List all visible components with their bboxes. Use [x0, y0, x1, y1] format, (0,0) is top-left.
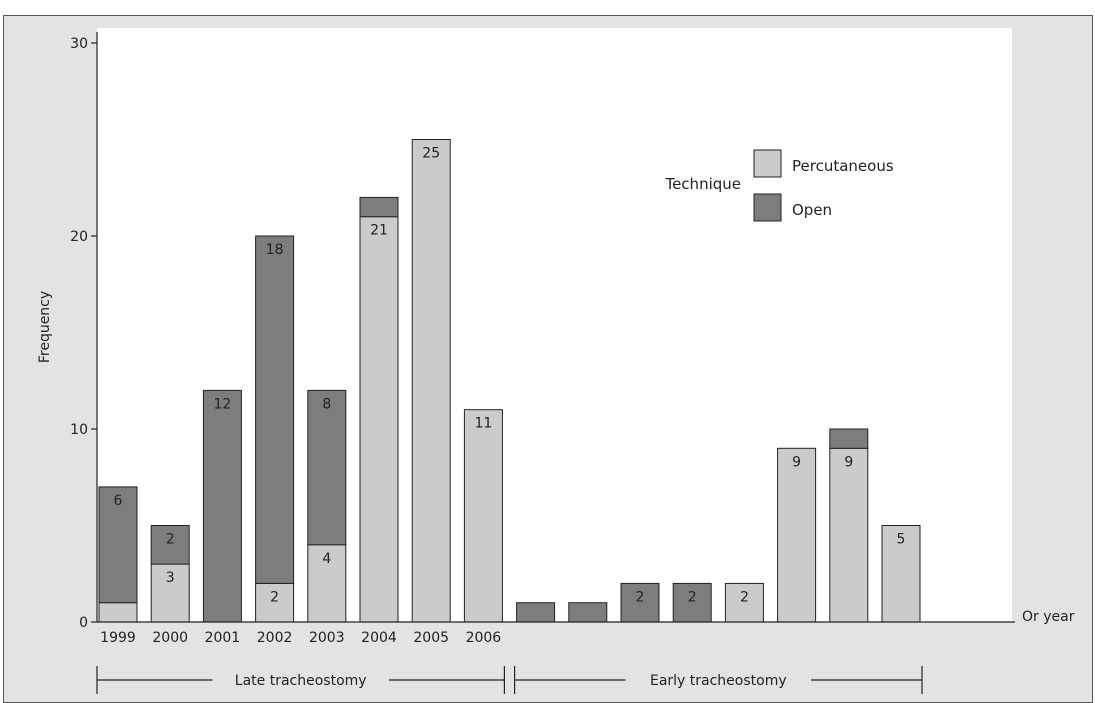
bar-open-9: [568, 602, 608, 623]
legend-swatch-open: [753, 193, 782, 222]
bar-open-5: [359, 196, 399, 218]
bar-label-percutaneous-15: 5: [897, 532, 906, 548]
bar-label-open-11: 2: [688, 589, 697, 605]
bar-open-2: [202, 389, 242, 623]
x-tick-label-2000: 2000: [152, 630, 188, 646]
y-tick-label-10: 10: [70, 422, 88, 438]
legend-label-percutaneous: Percutaneous: [792, 157, 894, 175]
bar-percutaneous-1: [150, 563, 190, 623]
bar-label-percutaneous-13: 9: [792, 454, 801, 470]
bar-label-open-10: 2: [636, 589, 645, 605]
x-tick-label-2003: 2003: [309, 630, 345, 646]
bar-open-8: [516, 602, 556, 623]
legend: Technique Percutaneous Open: [664, 149, 894, 222]
y-axis-title: Frequency: [37, 291, 53, 363]
bar-open-11: [672, 582, 712, 623]
bar-open-0: [98, 486, 138, 604]
bar-label-percutaneous-4: 4: [322, 551, 331, 567]
bar-label-percutaneous-12: 2: [740, 589, 749, 605]
bar-percutaneous-6: [411, 139, 451, 623]
bar-label-percutaneous-3: 2: [270, 589, 279, 605]
x-axis-title: Or year: [1022, 609, 1075, 625]
bar-percutaneous-15: [881, 525, 921, 623]
bar-percutaneous-5: [359, 216, 399, 623]
y-tick-label-30: 30: [70, 36, 88, 52]
bar-percutaneous-7: [463, 409, 503, 623]
bar-open-1: [150, 525, 190, 565]
x-tick-label-2001: 2001: [205, 630, 241, 646]
x-tick-label-2002: 2002: [257, 630, 293, 646]
y-tick-label-0: 0: [79, 615, 88, 631]
x-tick-label-2005: 2005: [413, 630, 449, 646]
bar-percutaneous-13: [777, 447, 817, 623]
bar-percutaneous-14: [829, 447, 869, 623]
y-tick-label-20: 20: [70, 229, 88, 245]
bar-open-3: [255, 235, 295, 584]
legend-swatch-percutaneous: [753, 149, 782, 178]
legend-label-open: Open: [792, 201, 832, 219]
x-tick-label-2006: 2006: [466, 630, 502, 646]
group-label-late-tracheostomy: Late tracheostomy: [235, 673, 367, 689]
bar-label-open-4: 8: [322, 396, 331, 412]
bar-open-14: [829, 428, 869, 449]
bar-label-open-0: 6: [114, 493, 123, 509]
group-label-early-tracheostomy: Early tracheostomy: [650, 673, 787, 689]
x-tick-label-2004: 2004: [361, 630, 397, 646]
bar-label-open-1: 2: [166, 532, 175, 548]
bar-label-open-3: 18: [266, 242, 284, 258]
bar-label-percutaneous-5: 21: [370, 223, 388, 239]
bar-open-10: [620, 582, 660, 623]
bar-percutaneous-12: [724, 582, 764, 623]
bar-label-percutaneous-7: 11: [474, 416, 492, 432]
x-tick-label-1999: 1999: [100, 630, 136, 646]
bar-percutaneous-0: [98, 602, 138, 623]
legend-title: Technique: [664, 175, 741, 193]
bar-label-percutaneous-14: 9: [844, 454, 853, 470]
bar-label-open-2: 12: [213, 396, 231, 412]
bar-open-4: [307, 389, 347, 546]
bar-label-percutaneous-1: 3: [166, 570, 175, 586]
bar-label-percutaneous-6: 25: [422, 146, 440, 162]
